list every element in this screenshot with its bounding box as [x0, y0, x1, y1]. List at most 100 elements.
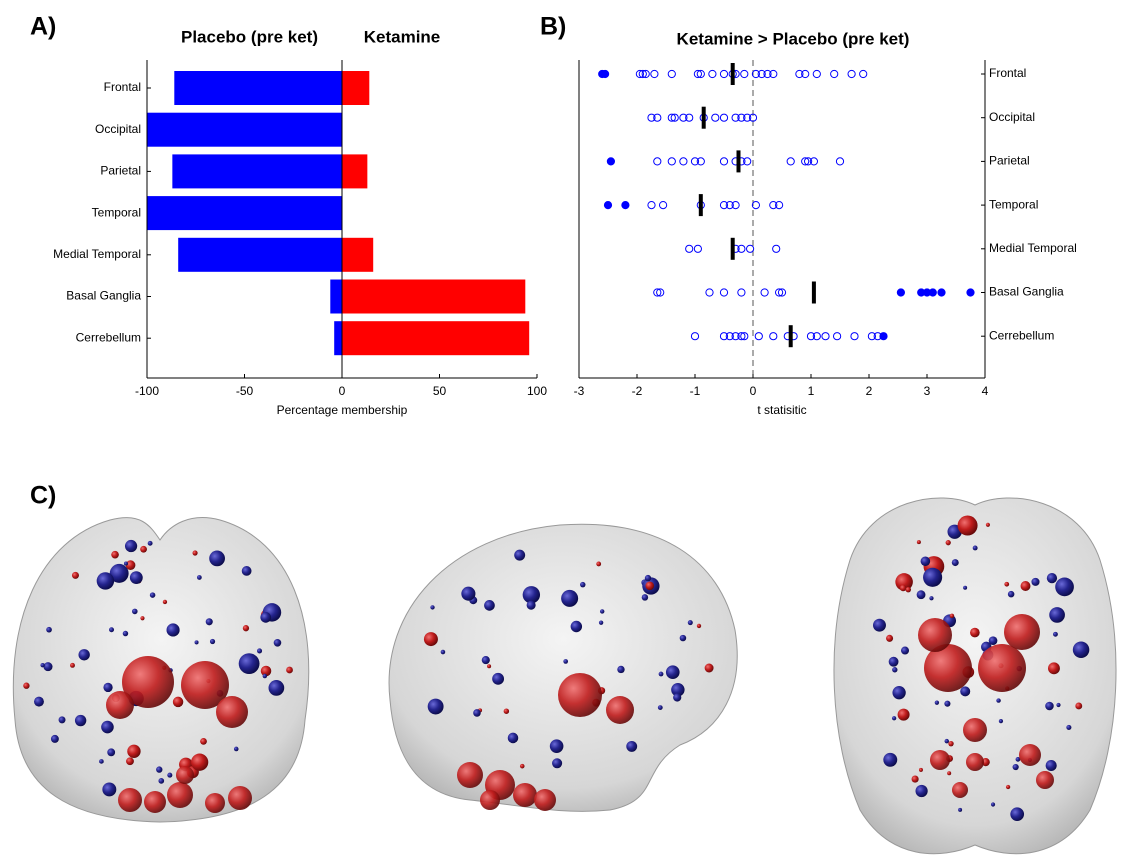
x-tick-label: 50 [433, 384, 447, 398]
sphere [286, 667, 293, 674]
sphere [1008, 591, 1015, 598]
sphere [176, 766, 194, 784]
sphere [424, 632, 438, 646]
y-tick-label: Basal Ganglia [989, 285, 1064, 299]
y-tick-label: Parietal [100, 164, 141, 178]
sphere [209, 551, 225, 567]
sphere [1049, 607, 1065, 623]
sphere [46, 627, 52, 633]
sphere [973, 546, 978, 551]
point [654, 158, 661, 165]
point [694, 245, 701, 252]
sphere [158, 778, 164, 784]
sphere [195, 640, 199, 644]
sphere [123, 631, 128, 636]
sphere [118, 788, 142, 812]
sphere [1010, 807, 1024, 821]
mean-marker [737, 150, 741, 172]
point [604, 202, 611, 209]
sphere [915, 785, 927, 797]
y-tick-label: Medial Temporal [53, 247, 141, 261]
bar [334, 321, 342, 355]
x-tick-label: -50 [236, 384, 254, 398]
sphere [944, 701, 950, 707]
sphere [970, 628, 980, 638]
sphere [606, 696, 634, 724]
sphere [596, 562, 601, 567]
sphere [1031, 578, 1039, 586]
sphere [210, 639, 215, 644]
y-tick-label: Temporal [92, 205, 141, 219]
point [720, 114, 727, 121]
point [836, 158, 843, 165]
panel-label: B) [540, 13, 566, 41]
sphere [43, 662, 52, 671]
sphere [473, 709, 481, 717]
sphere [167, 782, 193, 808]
sphere [561, 590, 578, 607]
sphere [1046, 760, 1057, 771]
x-tick-label: 3 [924, 384, 931, 398]
bar [147, 113, 342, 147]
bar [342, 238, 373, 272]
sphere [99, 759, 104, 764]
sphere [963, 718, 987, 742]
y-tick-label: Medial Temporal [989, 241, 1077, 255]
sphere [243, 625, 249, 631]
y-tick-label: Temporal [989, 197, 1038, 211]
y-tick-label: Cerrebellum [989, 328, 1054, 342]
brain-sagittal [389, 524, 737, 811]
point [880, 333, 887, 340]
point [668, 70, 675, 77]
bar [342, 154, 367, 188]
sphere [59, 716, 66, 723]
point [720, 158, 727, 165]
x-tick-label: 4 [982, 384, 989, 398]
y-tick-label: Parietal [989, 154, 1030, 168]
sphere [617, 666, 624, 673]
sphere [197, 575, 202, 580]
sphere [148, 541, 153, 546]
x-tick-label: -1 [690, 384, 701, 398]
sphere [571, 621, 582, 632]
x-axis-label: Percentage membership [277, 403, 408, 417]
sphere [917, 540, 921, 544]
sphere [127, 745, 140, 758]
sphere [923, 568, 942, 587]
sphere [912, 775, 919, 782]
point [686, 245, 693, 252]
panel-label: C) [30, 482, 56, 510]
sphere [78, 649, 89, 660]
mean-marker [789, 325, 793, 347]
sphere [1073, 641, 1090, 658]
sphere [645, 575, 651, 581]
bar [342, 321, 529, 355]
point [851, 333, 858, 340]
brain-renders [13, 498, 1116, 854]
sphere [580, 582, 585, 587]
point [938, 289, 945, 296]
sphere [106, 691, 134, 719]
x-tick-label: -100 [135, 384, 159, 398]
point [967, 289, 974, 296]
bar [178, 238, 342, 272]
mean-marker [731, 63, 735, 85]
sphere [991, 802, 995, 806]
sphere [144, 791, 166, 813]
x-tick-label: 1 [808, 384, 815, 398]
sphere [946, 540, 951, 545]
point [755, 333, 762, 340]
sphere [883, 753, 897, 767]
sphere [260, 612, 271, 623]
sphere [1021, 581, 1031, 591]
sphere [945, 739, 949, 743]
sphere [1066, 725, 1071, 730]
sphere [206, 618, 213, 625]
point [787, 158, 794, 165]
sphere [645, 581, 654, 590]
point [897, 289, 904, 296]
point [720, 70, 727, 77]
sphere [1048, 662, 1060, 674]
sphere [492, 673, 504, 685]
bar [147, 196, 342, 230]
